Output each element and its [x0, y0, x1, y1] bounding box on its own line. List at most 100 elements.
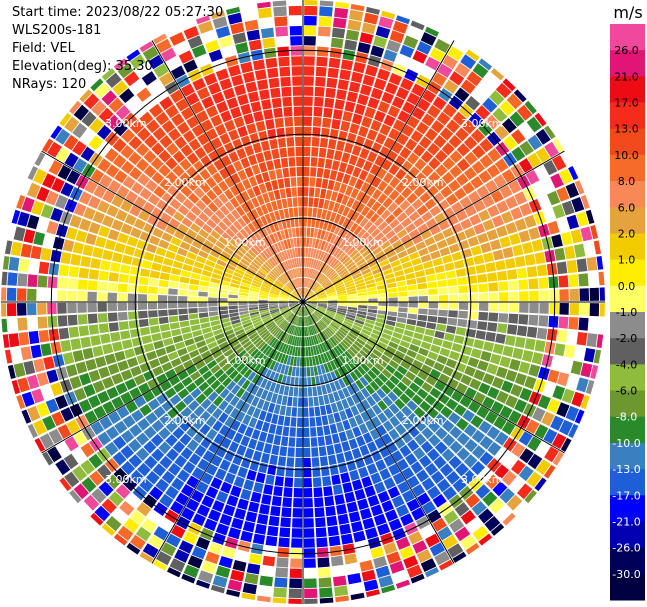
- velocity-gate: [125, 190, 138, 204]
- velocity-gate: [296, 316, 300, 326]
- colorbar-tick-label: -13.0: [612, 463, 640, 476]
- velocity-gate: [409, 382, 421, 393]
- velocity-gate: [180, 185, 193, 198]
- velocity-gate: [318, 567, 331, 578]
- velocity-gate: [336, 171, 345, 183]
- velocity-gate: [264, 277, 274, 285]
- velocity-gate: [212, 172, 223, 184]
- velocity-gate: [273, 404, 281, 415]
- velocity-gate: [401, 187, 413, 199]
- velocity-gate: [487, 204, 500, 218]
- velocity-gate: [392, 119, 406, 132]
- velocity-gate: [45, 398, 59, 414]
- velocity-gate: [156, 38, 172, 53]
- velocity-gate: [218, 293, 228, 298]
- velocity-gate: [182, 332, 193, 341]
- velocity-gate: [275, 316, 284, 324]
- velocity-gate: [412, 359, 424, 370]
- velocity-gate: [442, 254, 453, 264]
- velocity-gate: [358, 423, 369, 435]
- velocity-gate: [442, 54, 458, 70]
- velocity-gate: [229, 340, 240, 348]
- velocity-gate: [205, 486, 219, 499]
- velocity-gate: [463, 167, 477, 180]
- velocity-gate: [398, 291, 408, 297]
- velocity-gate: [218, 412, 229, 424]
- velocity-gate: [278, 342, 285, 352]
- velocity-gate: [224, 392, 235, 403]
- velocity-gate: [214, 225, 225, 236]
- velocity-gate: [403, 266, 414, 275]
- velocity-gate: [50, 382, 63, 397]
- velocity-gate: [353, 239, 363, 249]
- velocity-gate: [195, 340, 207, 349]
- velocity-gate: [112, 154, 127, 169]
- velocity-gate: [97, 302, 107, 312]
- colorbar-tick-label: -8.0: [616, 411, 637, 424]
- velocity-gate: [593, 349, 602, 364]
- velocity-gate: [326, 221, 333, 232]
- velocity-gate: [406, 400, 418, 412]
- velocity-gate: [295, 457, 303, 468]
- velocity-gate: [304, 327, 307, 337]
- velocity-gate: [93, 185, 107, 199]
- velocity-gate: [391, 239, 403, 249]
- velocity-gate: [348, 417, 358, 428]
- velocity-gate: [377, 310, 388, 315]
- velocity-gate: [328, 393, 335, 404]
- velocity-gate: [157, 302, 168, 309]
- velocity-gate: [306, 305, 312, 314]
- velocity-gate: [333, 261, 342, 270]
- velocity-gate: [377, 358, 388, 368]
- velocity-gate: [509, 233, 521, 246]
- velocity-gate: [101, 498, 117, 514]
- velocity-gate: [248, 302, 258, 305]
- velocity-gate: [330, 223, 338, 233]
- velocity-gate: [293, 305, 300, 313]
- velocity-gate: [360, 387, 371, 399]
- velocity-gate: [391, 355, 403, 365]
- velocity-gate: [424, 198, 437, 210]
- velocity-gate: [321, 384, 328, 395]
- velocity-gate: [268, 337, 277, 346]
- velocity-gate: [368, 336, 379, 345]
- velocity-gate: [359, 508, 372, 520]
- velocity-gate: [269, 291, 279, 296]
- velocity-gate: [475, 484, 491, 499]
- velocity-gate: [303, 387, 308, 397]
- velocity-gate: [81, 477, 97, 493]
- velocity-gate: [351, 145, 362, 157]
- velocity-gate: [357, 310, 367, 316]
- velocity-gate: [437, 279, 448, 288]
- velocity-gate: [289, 427, 296, 437]
- velocity-gate: [270, 270, 278, 279]
- velocity-gate: [386, 249, 397, 259]
- velocity-gate: [287, 334, 292, 345]
- velocity-gate: [149, 270, 161, 279]
- velocity-gate: [194, 146, 207, 160]
- velocity-gate: [237, 245, 247, 255]
- velocity-gate: [245, 327, 255, 335]
- velocity-gate: [455, 209, 468, 222]
- velocity-gate: [198, 570, 214, 584]
- velocity-gate: [278, 263, 286, 273]
- velocity-gate: [392, 206, 403, 218]
- velocity-gate: [263, 318, 273, 325]
- velocity-gate: [218, 400, 229, 411]
- velocity-gate: [87, 302, 97, 313]
- velocity-gate: [344, 259, 353, 267]
- velocity-gate: [282, 497, 292, 508]
- velocity-gate: [596, 256, 604, 270]
- velocity-gate: [264, 380, 272, 391]
- velocity-gate: [528, 227, 541, 240]
- velocity-gate: [412, 234, 424, 245]
- velocity-gate: [354, 414, 364, 426]
- velocity-gate: [331, 160, 340, 171]
- velocity-gate: [178, 308, 188, 315]
- velocity-gate: [370, 45, 385, 58]
- velocity-gate: [559, 289, 569, 301]
- velocity-gate: [297, 417, 303, 427]
- velocity-gate: [346, 220, 355, 231]
- velocity-gate: [285, 334, 291, 344]
- velocity-gate: [502, 345, 514, 357]
